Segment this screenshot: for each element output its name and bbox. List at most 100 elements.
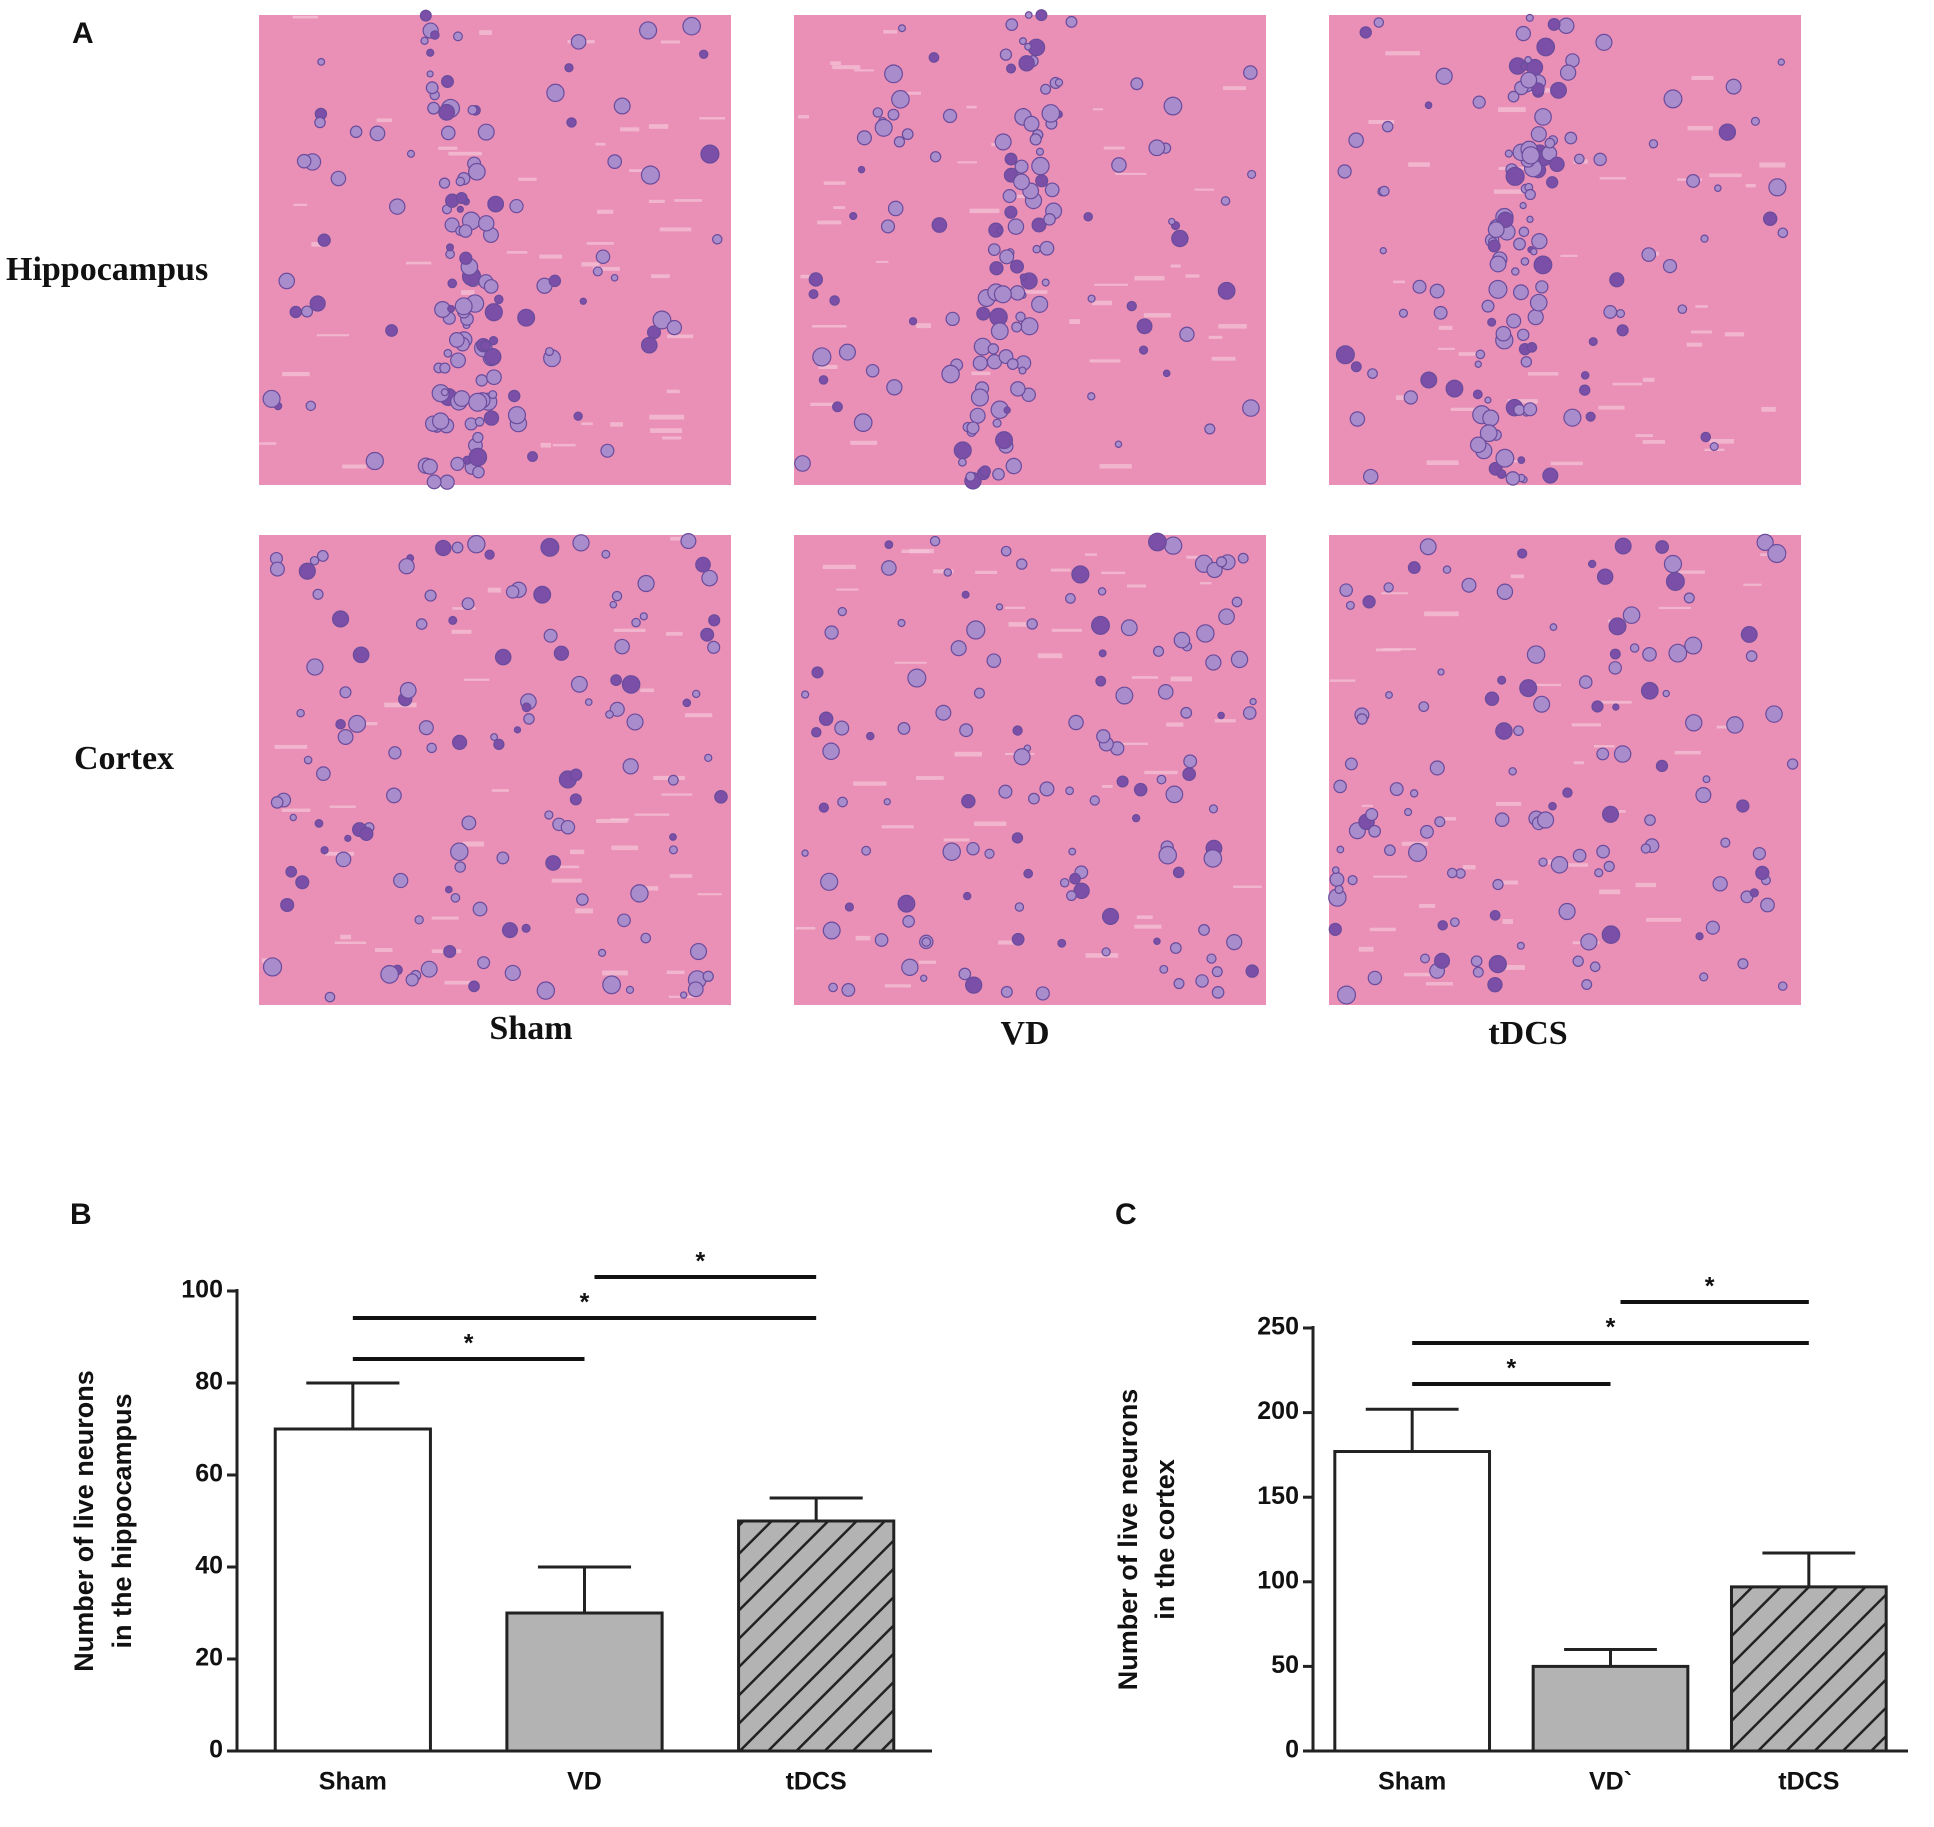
cell	[1684, 636, 1703, 655]
cell	[1336, 985, 1357, 1005]
cell	[600, 443, 615, 458]
cell	[335, 851, 352, 868]
panel-label: A	[72, 17, 94, 50]
cell	[995, 431, 1014, 450]
cell	[1526, 645, 1546, 664]
cell	[1412, 279, 1427, 294]
cell	[667, 774, 679, 786]
cell	[439, 474, 455, 490]
cell	[1530, 247, 1538, 256]
cell	[1404, 807, 1413, 817]
fiber	[1458, 352, 1482, 356]
cell	[1762, 211, 1778, 226]
cell	[1470, 955, 1483, 968]
cell	[1495, 448, 1515, 468]
cell	[874, 933, 889, 947]
cell	[1516, 328, 1530, 342]
cell	[995, 603, 1004, 611]
cell	[1573, 153, 1585, 165]
cell	[1524, 56, 1532, 64]
cell	[455, 176, 466, 187]
cell	[1336, 845, 1345, 854]
panel-label: B	[70, 1198, 92, 1231]
cell	[1205, 654, 1222, 671]
cell	[468, 162, 486, 181]
cell	[270, 796, 284, 809]
cell	[1516, 941, 1525, 950]
cell	[1648, 139, 1659, 149]
cell	[337, 729, 354, 745]
cell	[1515, 25, 1532, 42]
fiber	[1103, 146, 1125, 150]
fiber	[329, 805, 356, 808]
cell	[1068, 847, 1077, 856]
cell	[1165, 785, 1184, 804]
cell	[1032, 244, 1041, 254]
cell	[1368, 824, 1381, 838]
fiber	[444, 980, 477, 985]
cell	[1725, 78, 1742, 95]
fiber	[648, 199, 665, 204]
fiber	[629, 169, 643, 173]
cell	[454, 861, 467, 873]
cell	[1714, 184, 1722, 192]
tissue	[794, 535, 1266, 1005]
fiber	[384, 702, 417, 708]
bar	[505, 1611, 664, 1753]
fiber	[1502, 919, 1513, 924]
cell	[1588, 337, 1598, 347]
cell	[1629, 643, 1640, 653]
cell	[931, 217, 948, 233]
cell	[1347, 875, 1358, 886]
cell	[1608, 617, 1627, 636]
cell	[957, 457, 967, 467]
fiber	[901, 91, 922, 95]
cell	[488, 390, 498, 400]
cell	[1665, 571, 1685, 591]
fiber	[818, 364, 838, 370]
fiber	[916, 323, 931, 329]
cell	[1640, 681, 1659, 700]
cell	[441, 75, 454, 89]
cell	[444, 217, 460, 233]
cell	[1337, 164, 1352, 179]
fiber	[293, 203, 308, 206]
fiber	[822, 564, 856, 570]
cell	[1434, 952, 1451, 969]
cell	[1196, 624, 1215, 643]
fiber	[1599, 177, 1627, 180]
cell	[1519, 679, 1538, 698]
cell	[881, 560, 897, 576]
cell	[1069, 872, 1081, 885]
cell	[1026, 618, 1038, 630]
cell	[1596, 747, 1610, 761]
cell	[999, 249, 1015, 265]
cell	[278, 272, 296, 290]
cell	[1737, 958, 1749, 970]
y-tick-label: 200	[1257, 1397, 1299, 1425]
cell	[450, 352, 466, 369]
cell	[1116, 775, 1129, 788]
fiber	[438, 146, 458, 150]
cell	[509, 198, 524, 214]
fiber	[1069, 319, 1081, 324]
y-axis-label: Number of live neurons	[69, 1370, 99, 1672]
cell	[448, 615, 458, 625]
cell	[1004, 152, 1018, 166]
cell	[1035, 986, 1050, 1001]
cell	[1031, 156, 1050, 176]
cell	[1006, 63, 1017, 74]
cell	[1718, 123, 1737, 141]
cell	[1726, 716, 1744, 734]
cell	[1572, 848, 1587, 863]
fiber	[918, 960, 937, 964]
cell	[262, 389, 281, 408]
cell	[564, 63, 574, 73]
cell	[1408, 842, 1428, 862]
fiber	[699, 117, 726, 120]
cell	[289, 813, 297, 822]
cell	[1496, 583, 1514, 600]
cell	[1242, 706, 1257, 720]
cell	[453, 31, 463, 42]
cell	[443, 944, 457, 959]
